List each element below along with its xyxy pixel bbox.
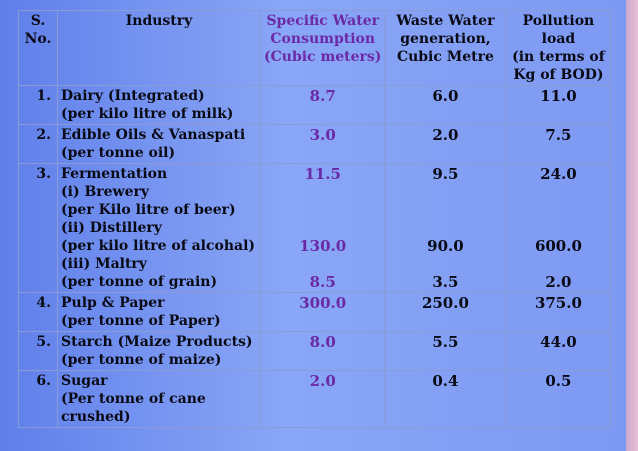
row-sno: 3. <box>18 163 58 293</box>
row-sno: 5. <box>18 331 58 371</box>
table-row: 4. Pulp & Paper (per tonne of Paper) 300… <box>18 292 612 332</box>
row-pollution-load: 0.5 <box>505 370 612 428</box>
row-pollution-load: 24.0 600.0 2.0 <box>505 163 612 293</box>
row-specific-water: 8.0 <box>259 331 386 371</box>
row-pollution-load: 375.0 <box>505 292 612 332</box>
row-specific-water: 300.0 <box>259 292 386 332</box>
row-waste-water: 6.0 <box>384 85 507 125</box>
row-specific-water: 8.7 <box>259 85 386 125</box>
table-row: 6. Sugar (Per tonne of cane crushed) 2.0… <box>18 370 612 428</box>
table-row: 5. Starch (Maize Products) (per tonne of… <box>18 331 612 371</box>
table-row: 2. Edible Oils & Vanaspati (per tonne oi… <box>18 124 612 164</box>
row-waste-water: 9.5 90.0 3.5 <box>384 163 507 293</box>
header-sno: S. No. <box>18 10 58 86</box>
header-row: S. No. Industry Specific Water Consumpti… <box>18 10 612 86</box>
row-pollution-load: 44.0 <box>505 331 612 371</box>
slide-edge-decoration <box>626 0 638 451</box>
row-pollution-load: 11.0 <box>505 85 612 125</box>
water-consumption-table: S. No. Industry Specific Water Consumpti… <box>18 10 612 428</box>
row-waste-water: 2.0 <box>384 124 507 164</box>
header-waste-water: Waste Water generation, Cubic Metre <box>384 10 507 86</box>
row-sno: 2. <box>18 124 58 164</box>
row-industry: Dairy (Integrated) (per kilo litre of mi… <box>57 85 261 125</box>
row-industry: Starch (Maize Products) (per tonne of ma… <box>57 331 261 371</box>
row-specific-water: 11.5 130.0 8.5 <box>259 163 386 293</box>
row-specific-water: 2.0 <box>259 370 386 428</box>
row-specific-water: 3.0 <box>259 124 386 164</box>
row-waste-water: 250.0 <box>384 292 507 332</box>
row-sno: 1. <box>18 85 58 125</box>
row-industry: Edible Oils & Vanaspati (per tonne oil) <box>57 124 261 164</box>
header-industry: Industry <box>57 10 261 86</box>
row-sno: 6. <box>18 370 58 428</box>
row-sno: 4. <box>18 292 58 332</box>
table-row: 1. Dairy (Integrated) (per kilo litre of… <box>18 85 612 125</box>
row-industry: Sugar (Per tonne of cane crushed) <box>57 370 261 428</box>
header-pollution-load: Pollution load (in terms of Kg of BOD) <box>505 10 612 86</box>
row-waste-water: 0.4 <box>384 370 507 428</box>
table-row: 3. Fermentation (i) Brewery (per Kilo li… <box>18 163 612 293</box>
row-industry: Fermentation (i) Brewery (per Kilo litre… <box>57 163 261 293</box>
row-waste-water: 5.5 <box>384 331 507 371</box>
row-pollution-load: 7.5 <box>505 124 612 164</box>
header-specific-water: Specific Water Consumption (Cubic meters… <box>259 10 386 86</box>
row-industry: Pulp & Paper (per tonne of Paper) <box>57 292 261 332</box>
